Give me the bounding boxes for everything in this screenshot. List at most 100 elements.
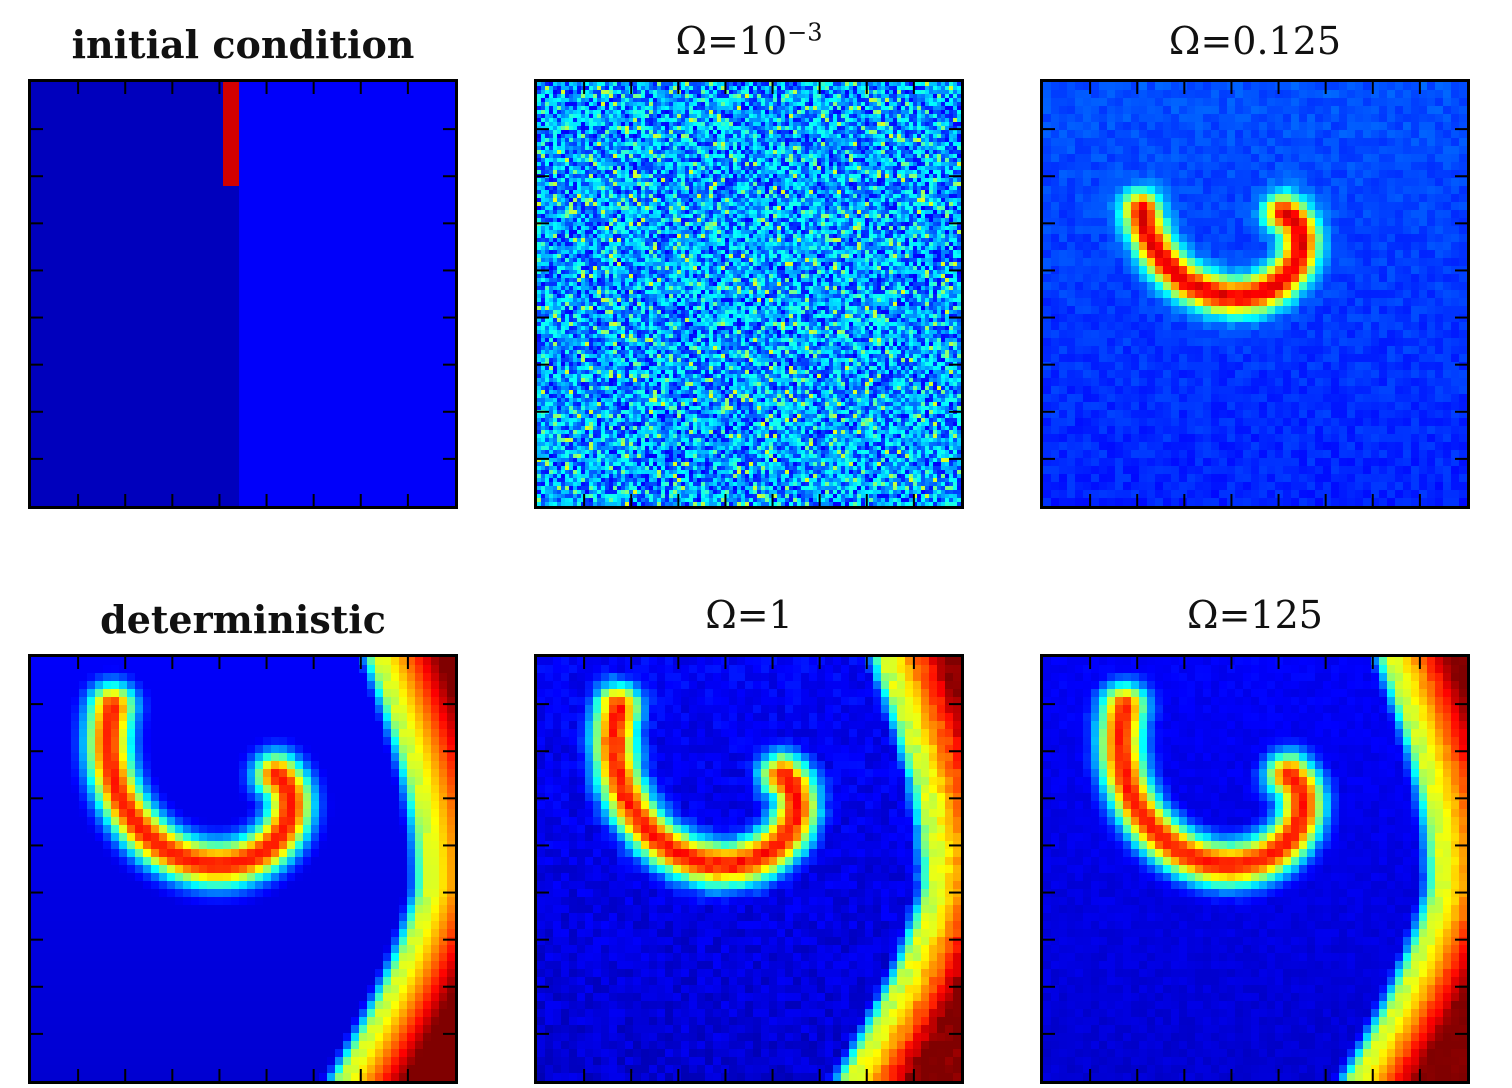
heatmap-cell (79, 394, 88, 403)
heatmap-cell (167, 154, 176, 163)
heatmap-cell (375, 306, 384, 315)
heatmap-cell (135, 394, 144, 403)
heatmap-cell (239, 410, 248, 419)
heatmap-cell (825, 122, 830, 127)
heatmap-cell (661, 126, 666, 131)
heatmap-cell (71, 490, 80, 499)
heatmap-cell (789, 142, 794, 147)
heatmap-cell (183, 490, 192, 499)
heatmap-cell (263, 338, 272, 347)
heatmap-cell (821, 122, 826, 127)
heatmap-cell (175, 258, 184, 267)
heatmap-cell (809, 142, 814, 147)
heatmap-cell (295, 426, 304, 435)
heatmap-cell (127, 226, 136, 235)
heatmap-cell (271, 98, 280, 107)
heatmap-cell (79, 402, 88, 411)
heatmap-cell (581, 154, 586, 159)
heatmap-cell (231, 474, 240, 483)
heatmap-cell (399, 226, 408, 235)
heatmap-cell (821, 90, 826, 95)
heatmap-cell (39, 354, 48, 363)
heatmap-cell (143, 386, 152, 395)
heatmap-cell (431, 362, 440, 371)
heatmap-cell (817, 146, 822, 151)
heatmap-cell (407, 202, 416, 211)
heatmap-cell (223, 386, 232, 395)
heatmap-cell (383, 234, 392, 243)
heatmap-cell (649, 142, 654, 147)
heatmap-cell (351, 466, 360, 475)
heatmap-cell (231, 346, 240, 355)
heatmap-cell (925, 114, 930, 119)
heatmap-cell (431, 258, 440, 267)
heatmap-cell (593, 102, 598, 107)
heatmap-cell (399, 114, 408, 123)
heatmap-cell (673, 142, 678, 147)
heatmap-cell (825, 118, 830, 123)
heatmap-cell (933, 158, 938, 163)
heatmap-cell (545, 142, 550, 147)
heatmap-cell (553, 94, 558, 99)
heatmap-cell (255, 410, 264, 419)
heatmap-cell (593, 142, 598, 147)
heatmap-cell (777, 142, 782, 147)
heatmap-cell (279, 290, 288, 299)
heatmap-cell (625, 138, 630, 143)
heatmap-cell (87, 162, 96, 171)
heatmap-cell (545, 102, 550, 107)
heatmap-cell (617, 158, 622, 163)
heatmap-cell (913, 126, 918, 131)
heatmap-cell (757, 122, 762, 127)
heatmap-cell (785, 102, 790, 107)
heatmap-cell (953, 158, 958, 163)
heatmap-cell (929, 138, 934, 143)
heatmap-cell (199, 106, 208, 115)
heatmap-cell (71, 186, 80, 195)
heatmap-cell (713, 146, 718, 151)
heatmap-cell (407, 450, 416, 459)
heatmap-cell (327, 178, 336, 187)
heatmap-cell (753, 82, 758, 87)
heatmap-cell (565, 82, 570, 87)
heatmap-cell (789, 114, 794, 119)
heatmap-cell (601, 146, 606, 151)
heatmap-cell (303, 378, 312, 387)
heatmap-cell (561, 150, 566, 155)
heatmap-cell (111, 98, 120, 107)
heatmap-cell (545, 106, 550, 111)
heatmap-cell (119, 290, 128, 299)
heatmap-cell (869, 98, 874, 103)
heatmap-cell (263, 450, 272, 459)
heatmap-cell (287, 106, 296, 115)
heatmap-cell (613, 102, 618, 107)
heatmap-cell (765, 106, 770, 111)
heatmap-cell (215, 418, 224, 427)
heatmap-cell (885, 82, 890, 87)
heatmap-cell (621, 122, 626, 127)
heatmap-cell (713, 102, 718, 107)
heatmap-cell (933, 126, 938, 131)
heatmap-cell (569, 126, 574, 131)
heatmap-cell (745, 114, 750, 119)
heatmap-cell (31, 362, 40, 371)
heatmap-cell (713, 158, 718, 163)
heatmap-cell (431, 218, 440, 227)
heatmap-cell (143, 410, 152, 419)
heatmap-cell (151, 362, 160, 371)
heatmap-cell (415, 258, 424, 267)
heatmap-cell (757, 154, 762, 159)
heatmap-cell (63, 410, 72, 419)
heatmap-cell (143, 370, 152, 379)
heatmap-cell (343, 410, 352, 419)
heatmap-cell (447, 202, 455, 211)
heatmap-cell (359, 226, 368, 235)
heatmap-cell (837, 150, 842, 155)
heatmap-cell (741, 90, 746, 95)
heatmap-cell (255, 202, 264, 211)
heatmap-cell (111, 330, 120, 339)
heatmap-cell (845, 94, 850, 99)
heatmap-cell (167, 394, 176, 403)
heatmap-cell (557, 130, 562, 135)
heatmap-cell (905, 126, 910, 131)
